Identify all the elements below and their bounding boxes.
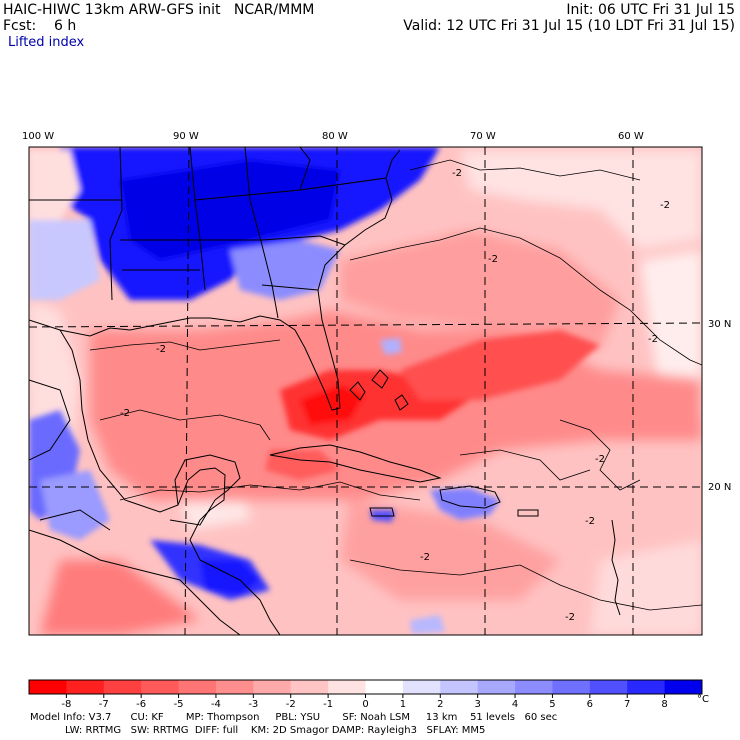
colorbar-swatch	[440, 680, 479, 694]
colorbar-swatch	[215, 680, 254, 694]
colorbar	[28, 679, 703, 695]
contour-label: -2	[660, 200, 670, 211]
colorbar-swatch	[477, 680, 516, 694]
colorbar-swatch	[552, 680, 591, 694]
colorbar-swatch	[141, 680, 180, 694]
contour-label: -2	[585, 516, 595, 527]
lon-label-60w: 60 W	[618, 131, 644, 142]
contour-label: -2	[420, 552, 430, 563]
colorbar-tick-label: 0	[362, 699, 368, 710]
contour-label: -2	[595, 454, 605, 465]
contour-lines	[89, 159, 702, 611]
colorbar-tick-label: 1	[400, 699, 406, 710]
lon-label-100w: 100 W	[22, 131, 55, 142]
colorbar-swatch	[402, 680, 441, 694]
colorbar-tick-label: -2	[286, 699, 296, 710]
latlon-grid	[28, 146, 703, 636]
model-info-line2: LW: RRTMG SW: RRTMG DIFF: full KM: 2D Sm…	[30, 725, 486, 736]
colorbar-tick-label: -3	[248, 699, 258, 710]
colorbar-tick-label: -6	[136, 699, 146, 710]
colorbar-tick-label: -7	[99, 699, 109, 710]
init-time: Init: 06 UTC Fri 31 Jul 15	[566, 2, 735, 18]
contour-label: -2	[565, 612, 575, 623]
colorbar-tick-label: 2	[437, 699, 443, 710]
colorbar-swatch	[328, 680, 366, 694]
colorbar-tick-label: 6	[587, 699, 593, 710]
title-line: HAIC-HIWC 13km ARW-GFS init NCAR/MMM	[3, 2, 315, 18]
colorbar-swatch	[290, 680, 329, 694]
colorbar-tick-label: 8	[661, 699, 667, 710]
lon-label-80w: 80 W	[322, 131, 348, 142]
contour-label: -2	[156, 344, 166, 355]
map-frame	[28, 146, 703, 636]
contour-label: -2	[452, 168, 462, 179]
colorbar-swatch	[178, 680, 217, 694]
colorbar-tick-label: -4	[211, 699, 221, 710]
colorbar-tick-label: 7	[624, 699, 630, 710]
colorbar-swatch	[664, 680, 703, 694]
colorbar-tick-label: 5	[549, 699, 555, 710]
colorbar-swatch	[627, 680, 666, 694]
colorbar-swatch	[253, 680, 292, 694]
colorbar-swatch	[365, 680, 404, 694]
lon-label-90w: 90 W	[173, 131, 199, 142]
contour-label: -2	[120, 408, 130, 419]
colorbar-swatch	[29, 680, 67, 694]
valid-time: Valid: 12 UTC Fri 31 Jul 15 (10 LDT Fri …	[403, 18, 735, 34]
contour-label: -2	[488, 254, 498, 265]
lat-label-20n: 20 N	[708, 482, 732, 493]
forecast-hour: Fcst: 6 h	[3, 18, 77, 34]
colorbar-ticks: -8 -7 -6 -5 -4 -3 -2 -1 0 1 2 3 4 5 6 7 8	[61, 694, 668, 710]
colorbar-tick-label: 3	[474, 699, 480, 710]
lon-label-70w: 70 W	[470, 131, 496, 142]
colorbar-tick-label: 4	[512, 699, 518, 710]
colorbar-swatch	[589, 680, 628, 694]
lifted-index-field	[29, 147, 702, 635]
colorbar-unit: °C	[697, 694, 709, 705]
colorbar-tick-label: -8	[61, 699, 71, 710]
lat-label-30n: 30 N	[708, 319, 732, 330]
colorbar-swatch	[103, 680, 142, 694]
contour-label: -2	[648, 334, 658, 345]
model-info-line1: Model Info: V3.7 CU: KF MP: Thompson PBL…	[30, 712, 558, 723]
colorbar-swatch	[515, 680, 553, 694]
field-name: Lifted index	[8, 35, 85, 50]
colorbar-swatch	[66, 680, 105, 694]
colorbar-tick-label: -5	[174, 699, 184, 710]
colorbar-tick-label: -1	[323, 699, 333, 710]
